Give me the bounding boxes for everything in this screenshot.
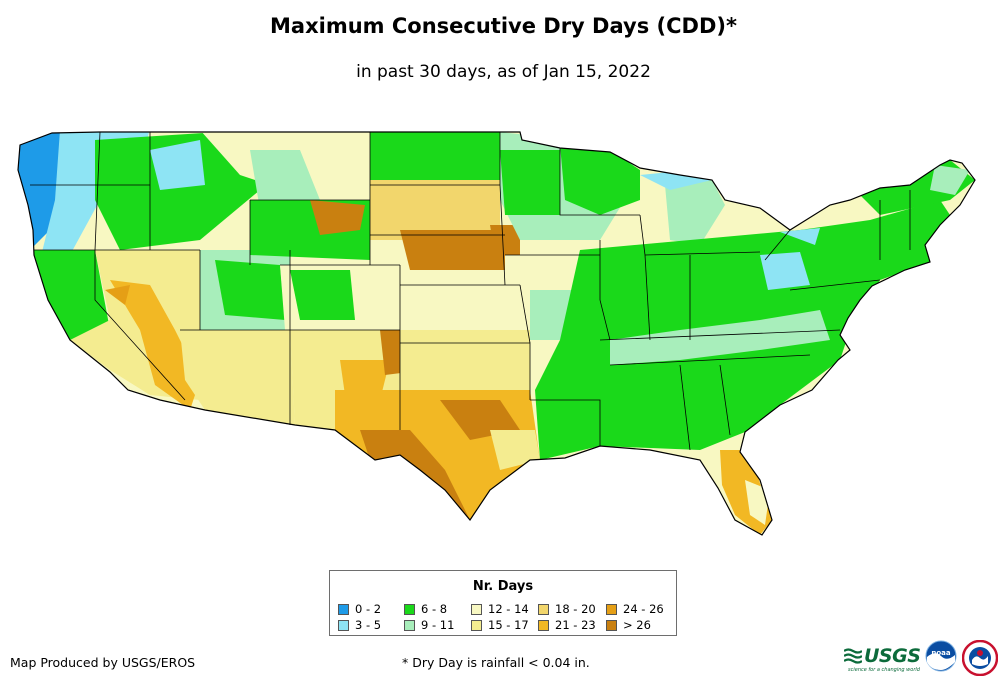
region-kansas	[400, 270, 520, 330]
noaa-logo-icon: noaa	[925, 640, 957, 672]
region-south-dakota	[370, 180, 500, 240]
legend-swatch	[338, 620, 349, 631]
legend-label: 0 - 2	[355, 602, 382, 616]
legend-label: 6 - 8	[421, 602, 448, 616]
state-boundaries	[30, 131, 911, 451]
region-nevada-patch	[105, 285, 130, 305]
region-tennessee-valley	[610, 310, 830, 365]
legend-label: 3 - 5	[355, 618, 382, 632]
legend-label: 15 - 17	[488, 618, 529, 632]
legend-item-6-8: 6 - 8	[404, 603, 447, 615]
legend-swatch	[338, 604, 349, 615]
legend-title: Nr. Days	[472, 579, 534, 594]
region-texas-east	[490, 430, 540, 470]
legend-label: 21 - 23	[555, 618, 596, 632]
legend-swatch	[538, 604, 549, 615]
legend-swatch	[471, 604, 482, 615]
legend-item-21-23: 21 - 23	[538, 619, 596, 631]
region-sierra-band	[110, 280, 200, 410]
legend-item-9-11: 9 - 11	[404, 619, 454, 631]
legend-swatch	[606, 604, 617, 615]
region-pennsylvania-wet	[760, 252, 810, 290]
legend-label: 18 - 20	[555, 602, 596, 616]
legend-label: 12 - 14	[488, 602, 529, 616]
region-colorado-mtns	[290, 270, 355, 320]
legend-swatch	[606, 620, 617, 631]
legend-swatch	[404, 620, 415, 631]
us-dry-days-map	[17, 131, 976, 536]
region-nebraska-dry	[400, 230, 505, 270]
legend-label: 9 - 11	[421, 618, 455, 632]
legend-item-24-26: 24 - 26	[606, 603, 664, 615]
us-outline	[17, 131, 976, 536]
region-minnesota-green	[500, 150, 560, 215]
legend-swatch	[538, 620, 549, 631]
usgs-logo: USGS	[844, 644, 921, 668]
legend-item-3-5: 3 - 5	[338, 619, 381, 631]
usgs-logo-text: USGS	[864, 645, 921, 667]
region-utah-mtns	[215, 260, 285, 320]
region-michigan	[665, 180, 725, 245]
region-north-dakota	[370, 132, 500, 180]
region-arizona	[180, 330, 295, 425]
dry-day-footnote: * Dry Day is rainfall < 0.04 in.	[402, 655, 590, 670]
legend-item-0-2: 0 - 2	[338, 603, 381, 615]
map-title: Maximum Consecutive Dry Days (CDD)*	[270, 14, 737, 38]
legend-label: > 26	[623, 618, 651, 632]
legend-item-18-20: 18 - 20	[538, 603, 596, 615]
legend-swatch	[404, 604, 415, 615]
noaa-logo-text: noaa	[931, 649, 951, 657]
region-ny-wet	[780, 228, 820, 245]
legend-swatch	[471, 620, 482, 631]
map-credit: Map Produced by USGS/EROS	[10, 655, 196, 670]
map-subtitle: in past 30 days, as of Jan 15, 2022	[356, 62, 651, 82]
usgs-tagline: science for a changing world	[848, 667, 920, 673]
nws-logo-icon	[962, 640, 998, 676]
region-oklahoma	[400, 330, 530, 390]
legend-item-over-26: > 26	[606, 619, 651, 631]
region-maine	[930, 165, 970, 195]
legend-item-12-14: 12 - 14	[471, 603, 529, 615]
legend-label: 24 - 26	[623, 602, 664, 616]
region-wyoming-dry	[310, 200, 365, 235]
region-montana-mid	[250, 150, 320, 210]
region-idaho-montana	[95, 132, 260, 250]
region-idaho-wet	[150, 140, 205, 190]
legend-item-15-17: 15 - 17	[471, 619, 529, 631]
region-wisconsin-north	[560, 145, 640, 215]
region-n-california	[30, 250, 110, 340]
usgs-waves-icon	[844, 648, 862, 664]
legend-box: Nr. Days 0 - 2 3 - 5 6 - 8 9 - 11 12 - 1…	[329, 570, 677, 636]
